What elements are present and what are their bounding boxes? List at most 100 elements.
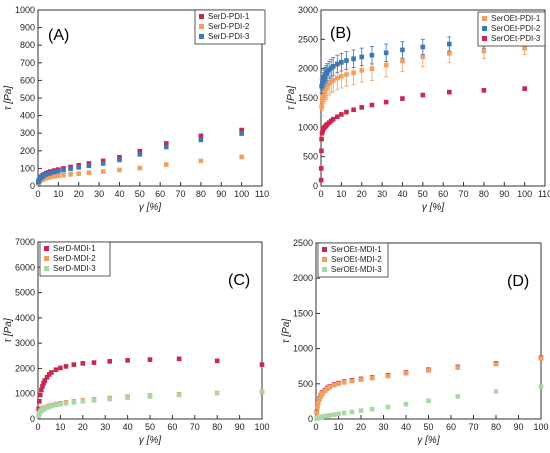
series-SerOEt-MDI-3 bbox=[314, 384, 544, 421]
data-point bbox=[446, 41, 452, 47]
y-tick-label: 1000 bbox=[15, 5, 35, 15]
x-tick-label: 110 bbox=[255, 189, 269, 199]
legend-marker bbox=[44, 246, 49, 251]
data-point bbox=[420, 44, 426, 50]
x-tick-label: 80 bbox=[491, 422, 501, 432]
data-point bbox=[91, 397, 97, 403]
data-point bbox=[420, 54, 426, 60]
data-point bbox=[214, 390, 220, 396]
x-tick-label: 60 bbox=[438, 189, 448, 199]
data-point bbox=[163, 141, 169, 146]
data-point bbox=[107, 359, 112, 364]
y-tick-label: 3000 bbox=[15, 338, 35, 348]
x-tick-label: 0 bbox=[35, 422, 40, 432]
x-tick-label: 40 bbox=[114, 189, 124, 199]
legend-entry: SerOEt-MDI-1 bbox=[331, 245, 382, 254]
data-point bbox=[358, 377, 364, 382]
data-point bbox=[56, 173, 61, 179]
data-point bbox=[49, 403, 54, 409]
data-point bbox=[198, 137, 204, 143]
data-point bbox=[400, 58, 405, 64]
series-SerD-MDI-3 bbox=[36, 389, 265, 419]
panel-label: (A) bbox=[48, 27, 69, 44]
legend-marker bbox=[322, 247, 327, 252]
panel-label: (B) bbox=[330, 25, 351, 42]
y-tick-label: 1000 bbox=[298, 122, 318, 132]
data-point bbox=[86, 163, 92, 169]
data-point bbox=[446, 51, 452, 56]
legend-entry: SerD-PDI-1 bbox=[208, 12, 250, 21]
y-tick-label: 2000 bbox=[15, 363, 35, 373]
data-point bbox=[147, 357, 153, 362]
legend-marker bbox=[322, 257, 327, 262]
series-SerOEt-PDI-3 bbox=[318, 86, 527, 183]
legend-entry: SerOEt-MDI-2 bbox=[331, 255, 382, 264]
x-tick-label: 10 bbox=[336, 189, 346, 199]
data-point bbox=[319, 130, 325, 136]
data-point bbox=[339, 73, 344, 79]
legend-box bbox=[194, 9, 266, 45]
data-point bbox=[315, 400, 321, 406]
y-tick-label: 4000 bbox=[15, 313, 35, 323]
data-point bbox=[326, 81, 332, 87]
data-point bbox=[198, 133, 204, 139]
data-point bbox=[37, 399, 42, 404]
x-tick-label: 100 bbox=[234, 189, 249, 199]
y-tick-label: 1000 bbox=[15, 389, 35, 399]
data-point bbox=[334, 61, 340, 67]
legend-box bbox=[317, 242, 389, 278]
data-point bbox=[63, 401, 69, 406]
data-point bbox=[125, 395, 130, 401]
x-tick-label: 50 bbox=[423, 422, 433, 432]
y-tick-label: 6000 bbox=[15, 262, 35, 272]
y-tick-label: 2000 bbox=[298, 64, 318, 74]
series-SerOEt-MDI-2 bbox=[314, 356, 544, 415]
y-tick-label: 200 bbox=[20, 146, 35, 156]
chart-panel-3: 0 10 20 30 40 50 60 70 80 90 100010002000300040005… bbox=[3, 237, 270, 446]
data-point bbox=[56, 168, 61, 174]
data-point bbox=[321, 75, 327, 81]
y-axis-label: τ [Pa] bbox=[3, 318, 14, 343]
y-axis-label: τ [Pa] bbox=[281, 319, 292, 344]
data-point bbox=[61, 172, 66, 178]
data-point bbox=[369, 66, 375, 71]
x-tick-label: 50 bbox=[418, 189, 428, 199]
x-tick-label: 0 bbox=[313, 422, 318, 432]
y-tick-label: 600 bbox=[20, 75, 35, 85]
x-tick-label: 90 bbox=[216, 189, 226, 199]
x-tick-label: 90 bbox=[499, 189, 509, 199]
x-tick-label: 20 bbox=[356, 422, 366, 432]
data-point bbox=[369, 375, 375, 381]
y-tick-label: 2000 bbox=[293, 273, 313, 283]
data-point bbox=[320, 78, 326, 83]
data-point bbox=[137, 152, 143, 157]
panel-label: (D) bbox=[507, 273, 529, 290]
data-point bbox=[359, 105, 365, 110]
data-point bbox=[117, 157, 122, 163]
data-point bbox=[330, 78, 336, 83]
data-point bbox=[339, 59, 344, 65]
data-point bbox=[383, 50, 389, 56]
legend-entry: SerOEt-MDI-3 bbox=[331, 265, 382, 274]
data-point bbox=[239, 154, 244, 160]
data-point bbox=[455, 394, 461, 399]
data-point bbox=[493, 361, 499, 367]
data-point bbox=[214, 358, 220, 364]
legend-entry: SerOEt-PDI-3 bbox=[491, 34, 541, 43]
data-point bbox=[91, 360, 97, 365]
data-point bbox=[385, 373, 391, 379]
y-tick-label: 100 bbox=[20, 163, 35, 173]
x-tick-label: 80 bbox=[212, 422, 222, 432]
data-point bbox=[44, 374, 50, 380]
legend-entry: SerOEt-PDI-2 bbox=[491, 24, 541, 33]
data-point bbox=[53, 402, 59, 408]
data-point bbox=[369, 52, 375, 58]
x-axis-label: γ [%] bbox=[139, 435, 161, 446]
data-point bbox=[481, 48, 487, 54]
data-point bbox=[319, 148, 324, 154]
legend-marker bbox=[44, 256, 49, 261]
x-axis-label: γ [%] bbox=[422, 202, 444, 213]
data-point bbox=[383, 99, 389, 105]
